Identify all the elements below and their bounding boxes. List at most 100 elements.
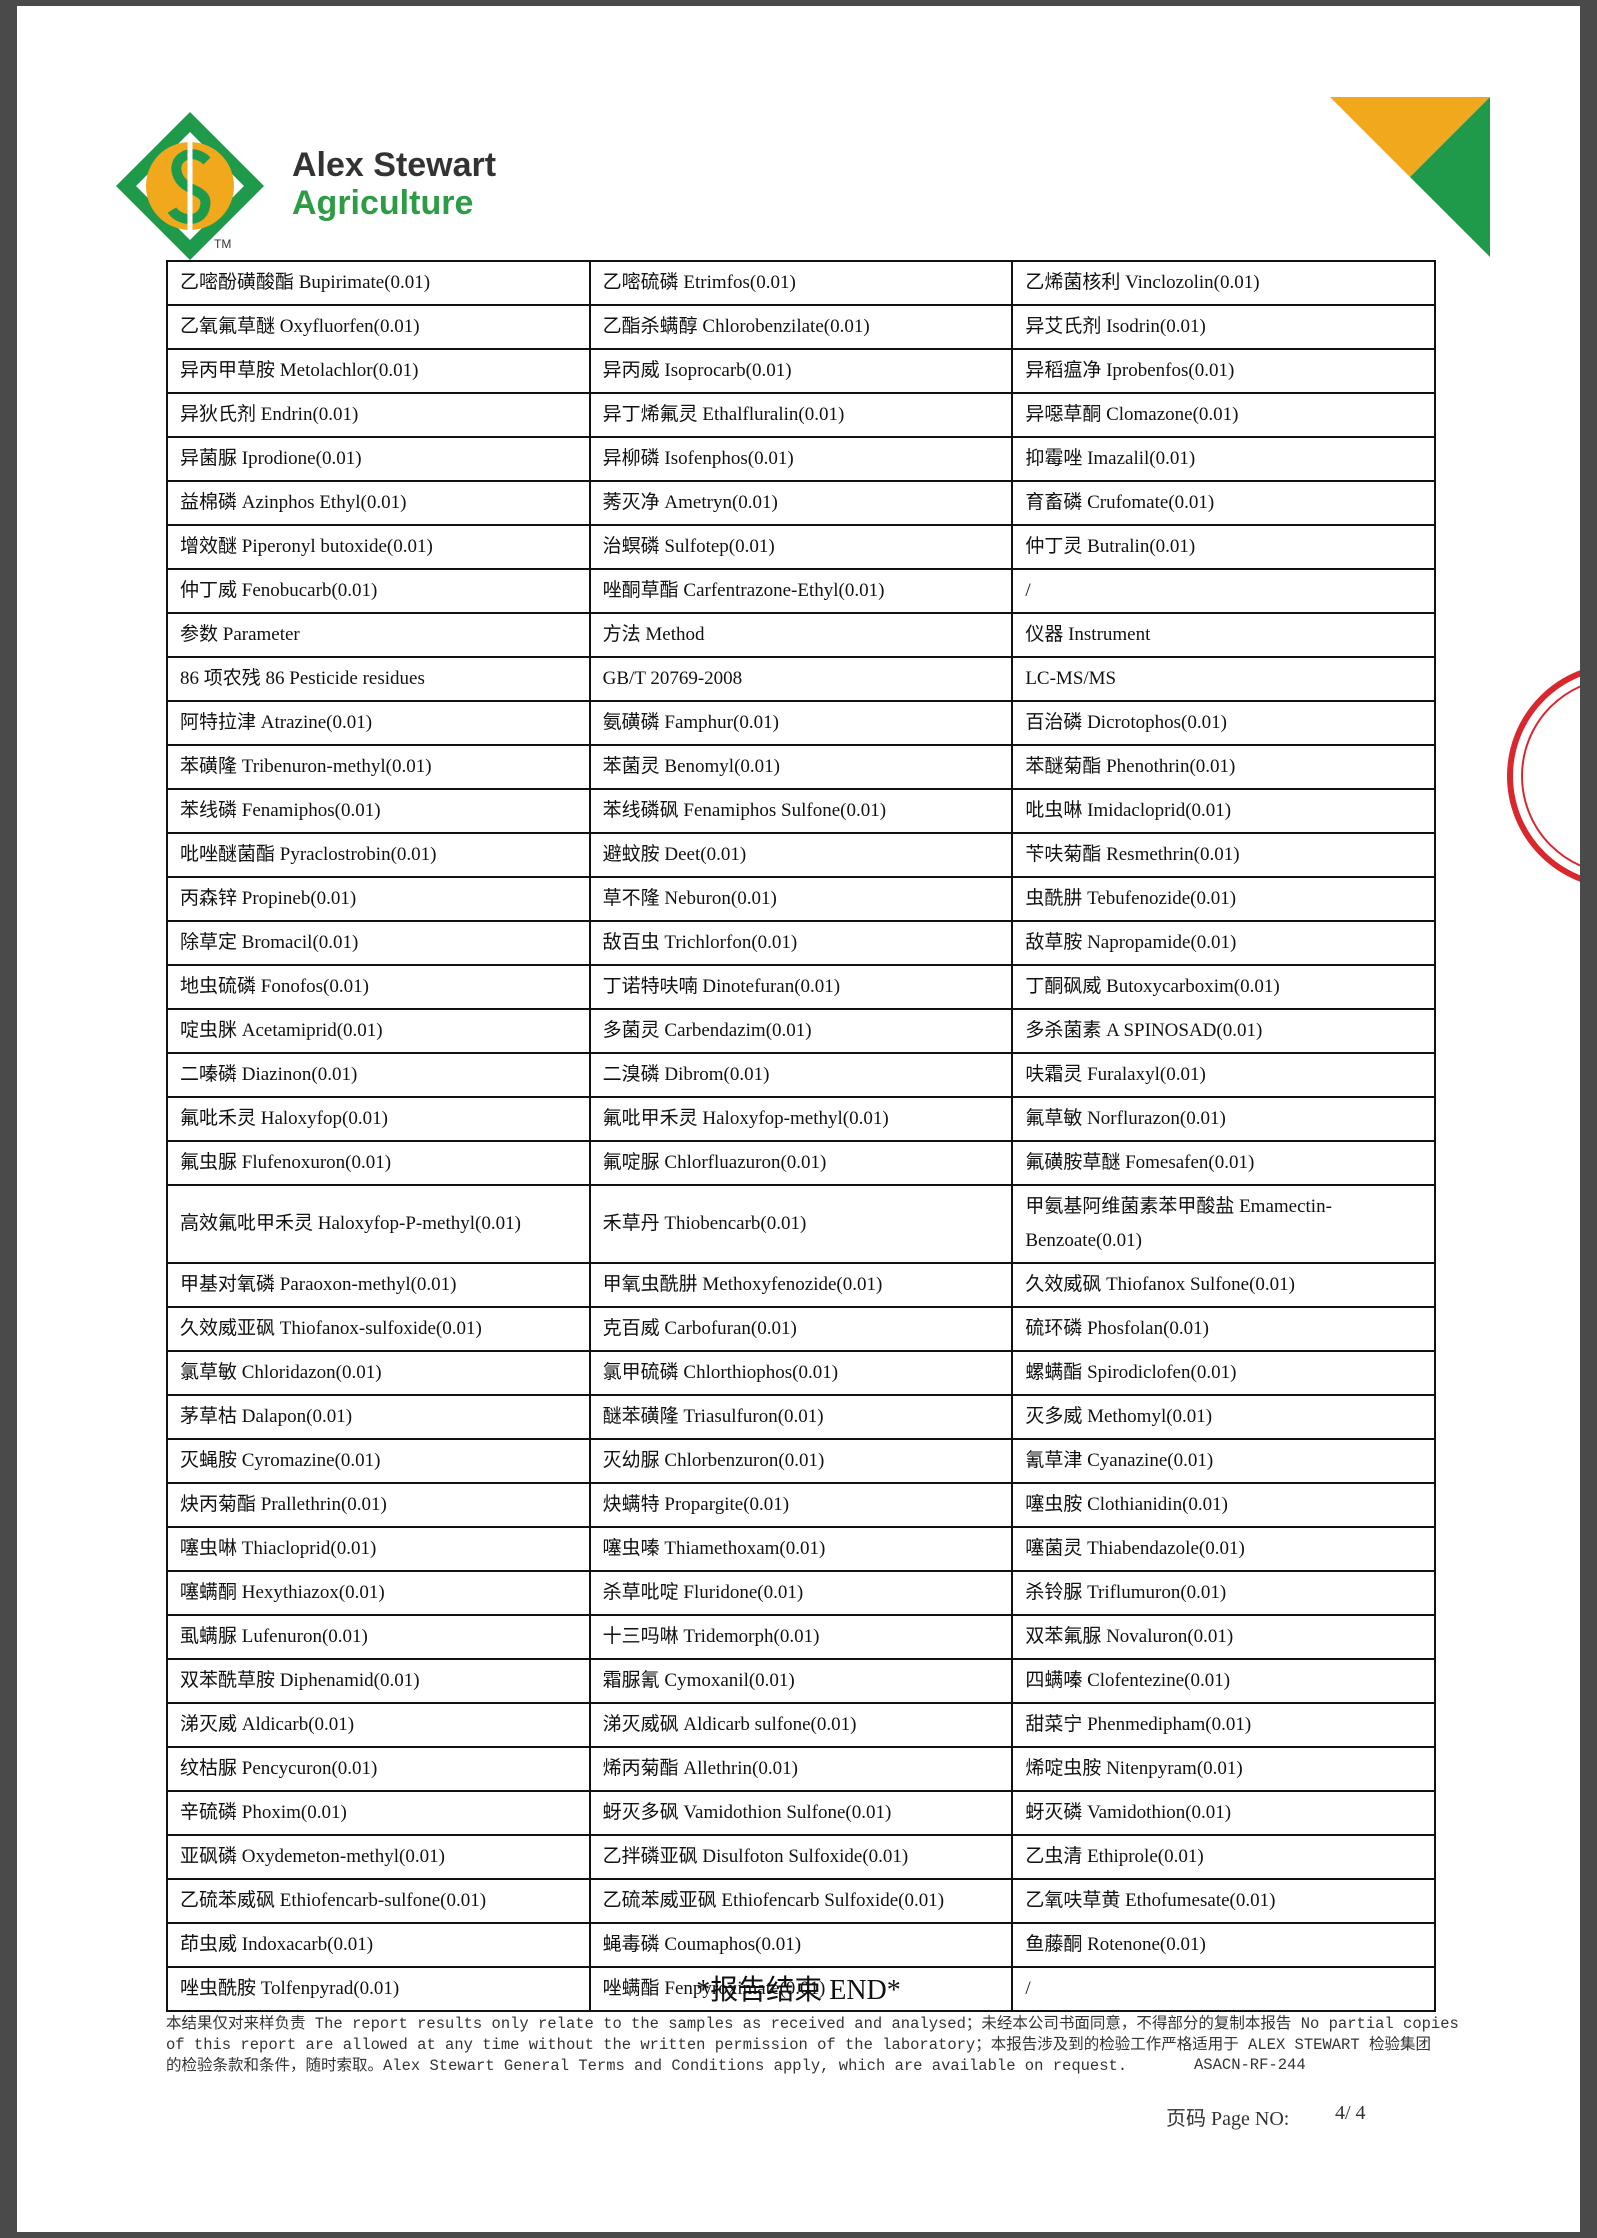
table-cell: 双苯酰草胺 Diphenamid(0.01) (166, 1658, 591, 1704)
table-cell: 丁酮砜威 Butoxycarboxim(0.01) (1011, 964, 1436, 1010)
table-cell: 蚜灭磷 Vamidothion(0.01) (1011, 1790, 1436, 1836)
page-number: 4/ 4 (1335, 2102, 1366, 2124)
table-cell: 多杀菌素 A SPINOSAD(0.01) (1011, 1008, 1436, 1054)
table-cell: 治螟磷 Sulfotep(0.01) (588, 524, 1014, 570)
table-cell: 纹枯脲 Pencycuron(0.01) (166, 1746, 591, 1792)
table-row: 86 项农残 86 Pesticide residues GB/T 20769-2… (166, 656, 1436, 702)
table-cell: / (1011, 568, 1436, 614)
seal-ring (1521, 685, 1580, 867)
table-cell: 氨磺磷 Famphur(0.01) (588, 700, 1014, 746)
table-cell: 虱螨脲 Lufenuron(0.01) (166, 1614, 591, 1660)
table-row: 炔丙菊酯 Prallethrin(0.01) 炔螨特 Propargite(0.0… (166, 1482, 1436, 1528)
table-row: 增效醚 Piperonyl butoxide(0.01) 治螟磷 Sulfotep… (166, 524, 1436, 570)
table-cell: 噻菌灵 Thiabendazole(0.01) (1011, 1526, 1436, 1572)
table-cell: 亚砜磷 Oxydemeton-methyl(0.01) (166, 1834, 591, 1880)
table-cell: 辛硫磷 Phoxim(0.01) (166, 1790, 591, 1836)
table-cell: 苄呋菊酯 Resmethrin(0.01) (1011, 832, 1436, 878)
table-cell: 呋霜灵 Furalaxyl(0.01) (1011, 1052, 1436, 1098)
corner-green (1410, 97, 1490, 257)
table-cell: 克百威 Carbofuran(0.01) (588, 1306, 1014, 1352)
table-cell: 甲基对氧磷 Paraoxon-methyl(0.01) (166, 1262, 591, 1308)
table-row: 亚砜磷 Oxydemeton-methyl(0.01) 乙拌磷亚砜 Disulfo… (166, 1834, 1436, 1880)
table-cell: 甲氨基阿维菌素苯甲酸盐 Emamectin-Benzoate(0.01) (1011, 1184, 1436, 1264)
table-cell: GB/T 20769-2008 (588, 656, 1014, 702)
table-cell: 乙氧呋草黄 Ethofumesate(0.01) (1011, 1878, 1436, 1924)
table-cell: 蚜灭多砜 Vamidothion Sulfone(0.01) (588, 1790, 1014, 1836)
table-cell: 异艾氏剂 Isodrin(0.01) (1011, 304, 1436, 350)
corner-orange (1330, 97, 1490, 177)
table-cell: 噻虫嗪 Thiamethoxam(0.01) (588, 1526, 1014, 1572)
table-cell: 异噁草酮 Clomazone(0.01) (1011, 392, 1436, 438)
table-cell: 苯菌灵 Benomyl(0.01) (588, 744, 1014, 790)
table-cell: 唑酮草酯 Carfentrazone-Ethyl(0.01) (588, 568, 1014, 614)
table-cell: 灭蝇胺 Cyromazine(0.01) (166, 1438, 591, 1484)
disclaimer-line: 本结果仅对来样负责 The report results only relate… (166, 2015, 1459, 2033)
table-cell: 甲氧虫酰肼 Methoxyfenozide(0.01) (588, 1262, 1014, 1308)
table-cell: 地虫硫磷 Fonofos(0.01) (166, 964, 591, 1010)
trademark: TM (214, 237, 231, 251)
disclaimer-line: of this report are allowed at any time w… (166, 2036, 1431, 2054)
table-cell: 乙虫清 Ethiprole(0.01) (1011, 1834, 1436, 1880)
table-cell: 乙硫苯威亚砜 Ethiofencarb Sulfoxide(0.01) (588, 1878, 1014, 1924)
table-cell: 硫环磷 Phosfolan(0.01) (1011, 1306, 1436, 1352)
page: Alex Stewart Agriculture TM 乙嘧酚磺酸酯 Bupir… (17, 6, 1580, 2232)
table-row: 苯磺隆 Tribenuron-methyl(0.01) 苯菌灵 Benomyl(0… (166, 744, 1436, 790)
table-row: 乙氧氟草醚 Oxyfluorfen(0.01) 乙酯杀螨醇 Chlorobenzi… (166, 304, 1436, 350)
table-cell: 吡唑醚菌酯 Pyraclostrobin(0.01) (166, 832, 591, 878)
table-cell: 虫酰肼 Tebufenozide(0.01) (1011, 876, 1436, 922)
table-row: 异狄氏剂 Endrin(0.01) 异丁烯氟灵 Ethalfluralin(0.0… (166, 392, 1436, 438)
table-cell: 唑螨酯 Fenpyroximate(0.01) (588, 1966, 1014, 2012)
table-cell: 乙氧氟草醚 Oxyfluorfen(0.01) (166, 304, 591, 350)
table-cell: 螺螨酯 Spirodiclofen(0.01) (1011, 1350, 1436, 1396)
table-cell: 鱼藤酮 Rotenone(0.01) (1011, 1922, 1436, 1968)
brand: Alex Stewart (292, 146, 496, 184)
table-cell: 除草定 Bromacil(0.01) (166, 920, 591, 966)
table-cell: 久效威亚砜 Thiofanox-sulfoxide(0.01) (166, 1306, 591, 1352)
table-row: 阿特拉津 Atrazine(0.01) 氨磺磷 Famphur(0.01) 百治磷 … (166, 700, 1436, 746)
table-cell: 氟磺胺草醚 Fomesafen(0.01) (1011, 1140, 1436, 1186)
table-cell: 噻螨酮 Hexythiazox(0.01) (166, 1570, 591, 1616)
table-cell: 甜菜宁 Phenmedipham(0.01) (1011, 1702, 1436, 1748)
table-cell: 异丙威 Isoprocarb(0.01) (588, 348, 1014, 394)
form-code: ASACN-RF-244 (1194, 2056, 1306, 2074)
disclaimer-line: 的检验条款和条件，随时索取。Alex Stewart General Terms… (166, 2057, 1128, 2075)
table-row: 双苯酰草胺 Diphenamid(0.01) 霜脲氰 Cymoxanil(0.01… (166, 1658, 1436, 1704)
table-cell: 乙硫苯威砜 Ethiofencarb-sulfone(0.01) (166, 1878, 591, 1924)
table-cell: 乙烯菌核利 Vinclozolin(0.01) (1011, 260, 1436, 306)
table-row: 地虫硫磷 Fonofos(0.01) 丁诺特呋喃 Dinotefuran(0.01… (166, 964, 1436, 1010)
table-row: 除草定 Bromacil(0.01) 敌百虫 Trichlorfon(0.01) 敌… (166, 920, 1436, 966)
table-row: 仲丁威 Fenobucarb(0.01) 唑酮草酯 Carfentrazone-E… (166, 568, 1436, 614)
table-row: 纹枯脲 Pencycuron(0.01) 烯丙菊酯 Allethrin(0.01)… (166, 1746, 1436, 1792)
table-cell: 异稻瘟净 Iprobenfos(0.01) (1011, 348, 1436, 394)
table-cell: 茅草枯 Dalapon(0.01) (166, 1394, 591, 1440)
table-cell: 莠灭净 Ametryn(0.01) (588, 480, 1014, 526)
table-cell: 多菌灵 Carbendazim(0.01) (588, 1008, 1014, 1054)
table-row: 虱螨脲 Lufenuron(0.01) 十三吗啉 Tridemorph(0.01)… (166, 1614, 1436, 1660)
logo: Alex Stewart Agriculture TM (116, 112, 496, 260)
table-cell: 灭多威 Methomyl(0.01) (1011, 1394, 1436, 1440)
disclaimer: 本结果仅对来样负责 The report results only relate… (166, 2014, 1459, 2077)
table-cell: 乙嘧酚磺酸酯 Bupirimate(0.01) (166, 260, 591, 306)
table-row: 高效氟吡甲禾灵 Haloxyfop-P-methyl(0.01) 禾草丹 Thio… (166, 1184, 1436, 1264)
table-cell: 增效醚 Piperonyl butoxide(0.01) (166, 524, 591, 570)
table-cell: 炔螨特 Propargite(0.01) (588, 1482, 1014, 1528)
table-row: 茅草枯 Dalapon(0.01) 醚苯磺隆 Triasulfuron(0.01)… (166, 1394, 1436, 1440)
table-cell: 草不隆 Neburon(0.01) (588, 876, 1014, 922)
table-cell: 唑虫酰胺 Tolfenpyrad(0.01) (166, 1966, 591, 2012)
table-row: 氯草敏 Chloridazon(0.01) 氯甲硫磷 Chlorthiophos(… (166, 1350, 1436, 1396)
table-cell: 杀铃脲 Triflumuron(0.01) (1011, 1570, 1436, 1616)
table-row: 啶虫脒 Acetamiprid(0.01) 多菌灵 Carbendazim(0.0… (166, 1008, 1436, 1054)
table-row: 氟吡禾灵 Haloxyfop(0.01) 氟吡甲禾灵 Haloxyfop-meth… (166, 1096, 1436, 1142)
table-cell: 苯醚菊酯 Phenothrin(0.01) (1011, 744, 1436, 790)
table-cell: 噻虫胺 Clothianidin(0.01) (1011, 1482, 1436, 1528)
table-cell: 噻虫啉 Thiacloprid(0.01) (166, 1526, 591, 1572)
table-cell: 氟吡甲禾灵 Haloxyfop-methyl(0.01) (588, 1096, 1014, 1142)
table-row: 甲基对氧磷 Paraoxon-methyl(0.01) 甲氧虫酰肼 Methoxy… (166, 1262, 1436, 1308)
table-cell: 蝇毒磷 Coumaphos(0.01) (588, 1922, 1014, 1968)
table-row: 噻虫啉 Thiacloprid(0.01) 噻虫嗪 Thiamethoxam(0.… (166, 1526, 1436, 1572)
residue-table: 乙嘧酚磺酸酯 Bupirimate(0.01) 乙嘧硫磷 Etrimfos(0.0… (166, 260, 1436, 2012)
table-cell: 异狄氏剂 Endrin(0.01) (166, 392, 591, 438)
table-cell: 氰草津 Cyanazine(0.01) (1011, 1438, 1436, 1484)
table-row: 噻螨酮 Hexythiazox(0.01) 杀草吡啶 Fluridone(0.01… (166, 1570, 1436, 1616)
